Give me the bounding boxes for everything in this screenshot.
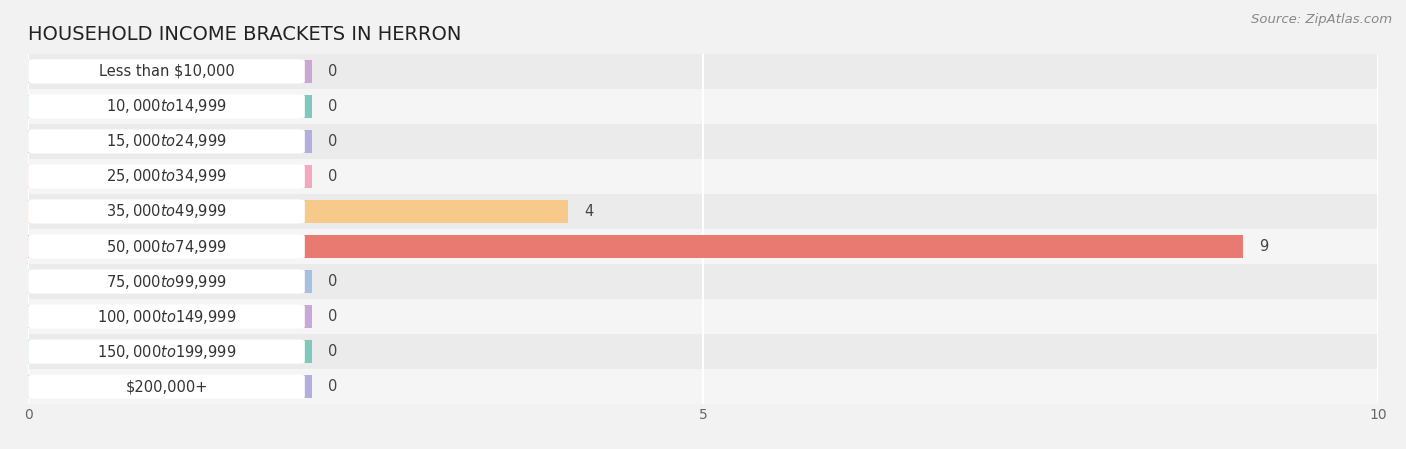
Text: $35,000 to $49,999: $35,000 to $49,999 — [105, 202, 226, 220]
Bar — [28, 159, 1378, 194]
Text: 4: 4 — [585, 204, 593, 219]
Text: 9: 9 — [1260, 239, 1268, 254]
Bar — [28, 375, 312, 398]
Bar — [28, 200, 568, 223]
FancyBboxPatch shape — [28, 94, 305, 119]
Text: 0: 0 — [328, 344, 337, 359]
Text: $25,000 to $34,999: $25,000 to $34,999 — [105, 167, 226, 185]
Bar — [28, 89, 1378, 124]
Text: $15,000 to $24,999: $15,000 to $24,999 — [105, 132, 226, 150]
Text: 0: 0 — [328, 99, 337, 114]
Bar — [28, 124, 1378, 159]
Text: HOUSEHOLD INCOME BRACKETS IN HERRON: HOUSEHOLD INCOME BRACKETS IN HERRON — [28, 25, 461, 44]
Bar — [28, 264, 1378, 299]
Text: $10,000 to $14,999: $10,000 to $14,999 — [105, 97, 226, 115]
Text: 0: 0 — [328, 309, 337, 324]
FancyBboxPatch shape — [28, 164, 305, 189]
Text: 0: 0 — [328, 134, 337, 149]
Text: $150,000 to $199,999: $150,000 to $199,999 — [97, 343, 236, 361]
Text: $200,000+: $200,000+ — [125, 379, 208, 394]
Bar — [28, 369, 1378, 404]
Text: 0: 0 — [328, 169, 337, 184]
Bar — [28, 340, 312, 363]
Bar — [28, 194, 1378, 229]
Bar — [28, 165, 312, 188]
FancyBboxPatch shape — [28, 199, 305, 224]
FancyBboxPatch shape — [28, 234, 305, 259]
Text: $75,000 to $99,999: $75,000 to $99,999 — [105, 273, 226, 291]
Bar — [28, 235, 1243, 258]
FancyBboxPatch shape — [28, 129, 305, 154]
Text: $50,000 to $74,999: $50,000 to $74,999 — [105, 238, 226, 255]
Text: Less than $10,000: Less than $10,000 — [98, 64, 235, 79]
Bar — [28, 95, 312, 118]
Text: $100,000 to $149,999: $100,000 to $149,999 — [97, 308, 236, 326]
FancyBboxPatch shape — [28, 59, 305, 84]
Bar — [28, 299, 1378, 334]
Bar — [28, 130, 312, 153]
Bar — [28, 334, 1378, 369]
Bar — [28, 60, 312, 83]
FancyBboxPatch shape — [28, 269, 305, 294]
Text: 0: 0 — [328, 379, 337, 394]
Text: Source: ZipAtlas.com: Source: ZipAtlas.com — [1251, 13, 1392, 26]
FancyBboxPatch shape — [28, 374, 305, 399]
Text: 0: 0 — [328, 64, 337, 79]
FancyBboxPatch shape — [28, 304, 305, 329]
Bar — [28, 305, 312, 328]
Text: 0: 0 — [328, 274, 337, 289]
Bar — [28, 270, 312, 293]
Bar — [28, 229, 1378, 264]
FancyBboxPatch shape — [28, 339, 305, 364]
Bar — [28, 54, 1378, 89]
